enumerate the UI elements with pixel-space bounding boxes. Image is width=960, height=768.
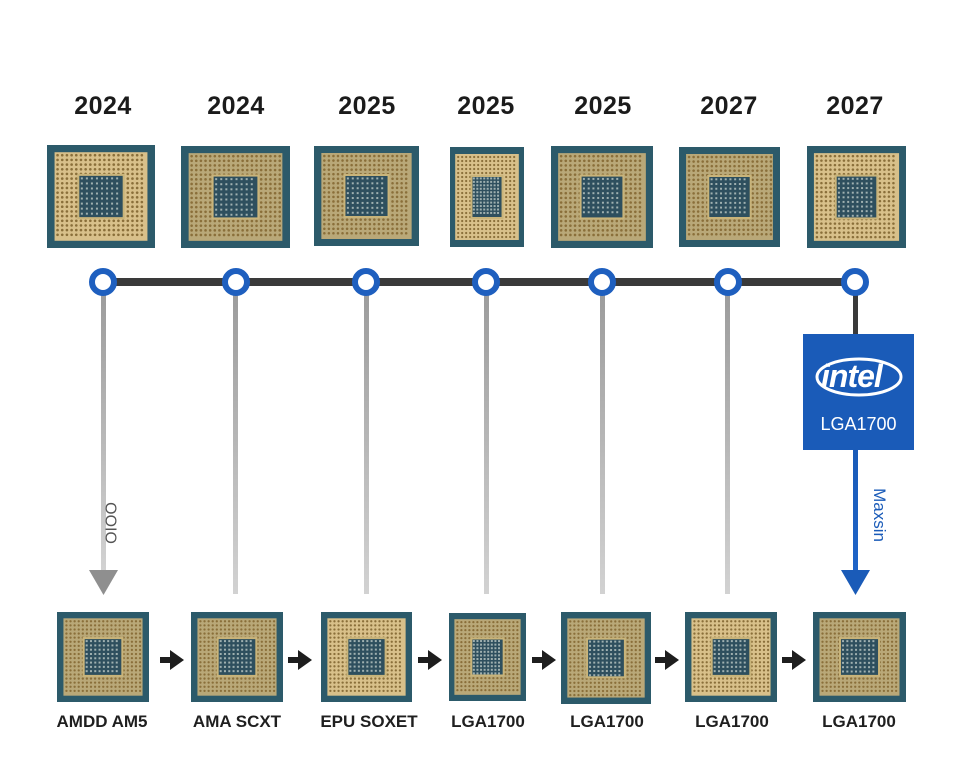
drop-line-7-upper — [853, 282, 858, 334]
flow-arrow-6-icon — [782, 650, 806, 670]
cpu-chip-art — [191, 612, 283, 702]
cpu-chip-art — [561, 612, 651, 704]
year-label-2: 2024 — [207, 92, 265, 120]
cpu-chip-art — [57, 612, 149, 702]
drop-line-7-lower — [853, 450, 858, 572]
year-label-3: 2025 — [338, 92, 396, 120]
cpu-chip-top-6 — [679, 147, 780, 247]
socket-label-7: LGA1700 — [822, 712, 896, 731]
cpu-chip-art — [47, 145, 155, 248]
cpu-chip-bottom-7 — [813, 612, 906, 702]
flow-arrow-2-icon — [288, 650, 312, 670]
year-label-1: 2024 — [74, 92, 132, 120]
side-text-left: OIOO — [104, 502, 121, 544]
cpu-chip-art — [181, 146, 290, 248]
cpu-chip-bottom-2 — [191, 612, 283, 702]
down-arrow-blue-icon — [841, 570, 870, 595]
drop-line-4 — [484, 282, 489, 594]
socket-label-3: EPU SOXET — [320, 712, 418, 731]
timeline-nodes — [89, 268, 869, 296]
timeline-node-2 — [222, 268, 250, 296]
drop-line-2 — [233, 282, 238, 594]
flow-arrows — [160, 650, 806, 670]
drop-line-5 — [600, 282, 605, 594]
cpu-chip-top-7 — [807, 146, 906, 248]
down-arrow-gray-icon — [89, 570, 118, 595]
timeline-node-6 — [714, 268, 742, 296]
timeline-node-4 — [472, 268, 500, 296]
flow-arrow-5-icon — [655, 650, 679, 670]
cpu-chip-art — [450, 147, 524, 247]
timeline-node-3 — [352, 268, 380, 296]
intel-badge: intel LGA1700 — [803, 334, 914, 450]
year-label-6: 2027 — [700, 92, 758, 120]
cpu-chip-bottom-5 — [561, 612, 651, 704]
cpu-chip-top-3 — [314, 146, 419, 246]
cpu-chip-bottom-3 — [321, 612, 412, 702]
cpu-chip-art — [685, 612, 777, 702]
cpu-chip-top-4 — [450, 147, 524, 247]
cpu-chip-bottom-4 — [449, 613, 526, 701]
year-label-7: 2027 — [826, 92, 884, 120]
year-label-5: 2025 — [574, 92, 632, 120]
cpu-chip-top-2 — [181, 146, 290, 248]
flow-arrow-1-icon — [160, 650, 184, 670]
cpu-chip-art — [813, 612, 906, 702]
timeline-node-7 — [841, 268, 869, 296]
socket-label-1: AMDD AM5 — [56, 712, 148, 731]
cpu-chip-art — [449, 613, 526, 701]
socket-label-2: AMA SCXT — [192, 712, 282, 731]
flow-arrow-3-icon — [418, 650, 442, 670]
timeline-node-5 — [588, 268, 616, 296]
socket-label-6: LGA1700 — [695, 712, 769, 731]
drop-line-1 — [101, 282, 106, 572]
intel-logo-icon — [815, 357, 903, 397]
socket-label-5: LGA1700 — [570, 712, 644, 731]
cpu-chip-top-5 — [551, 146, 653, 248]
cpu-chip-art — [314, 146, 419, 246]
timeline-node-1 — [89, 268, 117, 296]
cpu-chip-top-1 — [47, 145, 155, 248]
cpu-chip-art — [321, 612, 412, 702]
drop-line-3 — [364, 282, 369, 594]
socket-label-4: LGA1700 — [451, 712, 525, 731]
cpu-chip-art — [807, 146, 906, 248]
cpu-chip-art — [551, 146, 653, 248]
cpu-chip-bottom-1 — [57, 612, 149, 702]
side-text-right: Maxsin — [870, 488, 889, 542]
intel-model-label: LGA1700 — [820, 414, 897, 434]
cpu-chip-art — [679, 147, 780, 247]
drop-line-6 — [725, 282, 730, 594]
cpu-chip-bottom-6 — [685, 612, 777, 702]
year-label-4: 2025 — [457, 92, 515, 120]
intel-logo-text: intel — [821, 358, 883, 394]
flow-arrow-4-icon — [532, 650, 556, 670]
